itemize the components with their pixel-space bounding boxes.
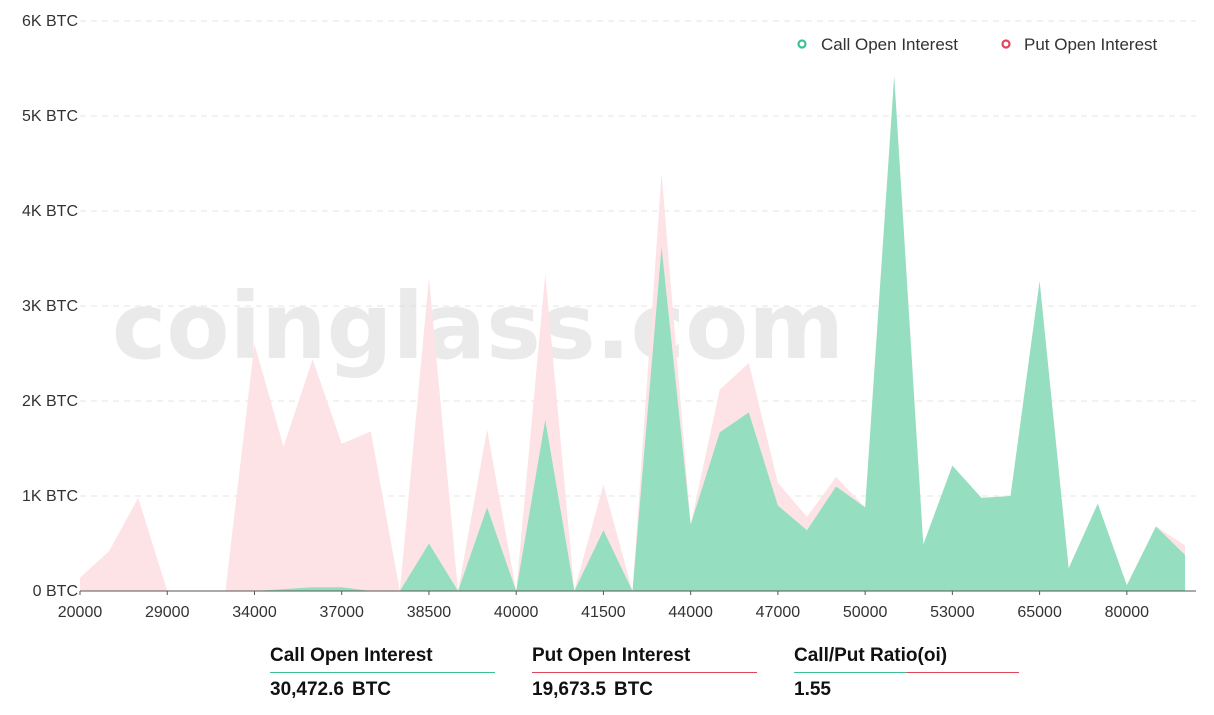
x-tick-label: 53000	[930, 604, 975, 621]
legend-item-call[interactable]: Call Open Interest	[797, 35, 959, 54]
y-tick-label: 6K BTC	[22, 13, 78, 30]
stat-put-open-interest: Put Open Interest 19,673.5 BTC	[532, 645, 794, 701]
x-axis-ticks: 20000 29000 34000 37000 38500 40000 41500 44000…	[58, 591, 1149, 621]
stat-ratio-label: Call/Put Ratio(oi)	[794, 645, 1019, 673]
stat-call-put-ratio: Call/Put Ratio(oi) 1.55	[794, 645, 1056, 701]
x-tick-label: 44000	[668, 604, 713, 621]
y-tick-label: 3K BTC	[22, 298, 78, 315]
legend-put-label: Put Open Interest	[1024, 35, 1158, 54]
x-tick-label: 29000	[145, 604, 190, 621]
x-tick-label: 38500	[407, 604, 452, 621]
stat-put-value: 19,673.5	[532, 679, 606, 700]
legend-put-marker-icon	[1001, 39, 1011, 49]
x-tick-label: 20000	[58, 604, 103, 621]
stat-ratio-value-row: 1.55	[794, 679, 1056, 701]
call-open-interest-area	[80, 76, 1185, 592]
legend-call-marker-icon	[797, 39, 807, 49]
watermark: coinglass.com	[112, 273, 844, 380]
y-tick-label: 5K BTC	[22, 108, 78, 125]
open-interest-chart: coinglass.com 0 BTC 1K BTC 2K BTC 3K BTC 4K …	[22, 13, 1196, 621]
stat-call-unit: BTC	[351, 679, 392, 700]
stat-put-unit: BTC	[613, 679, 654, 700]
legend-call-label: Call Open Interest	[821, 35, 958, 54]
series-areas	[80, 76, 1185, 592]
summary-stats: Call Open Interest 30,472.6 BTC Put Open …	[270, 645, 1056, 701]
x-tick-label: 41500	[581, 604, 626, 621]
grid-lines	[80, 20, 1196, 497]
x-tick-label: 34000	[232, 604, 277, 621]
stat-put-value-row: 19,673.5 BTC	[532, 679, 794, 701]
x-tick-label: 37000	[319, 604, 364, 621]
stat-call-value-row: 30,472.6 BTC	[270, 679, 532, 701]
stat-call-open-interest: Call Open Interest 30,472.6 BTC	[270, 645, 532, 701]
y-axis-ticks: 0 BTC 1K BTC 2K BTC 3K BTC 4K BTC 5K BTC 6K BT…	[22, 13, 78, 600]
legend: Call Open Interest Put Open Interest	[797, 35, 1158, 54]
x-tick-label: 80000	[1105, 604, 1150, 621]
stat-put-label: Put Open Interest	[532, 645, 757, 673]
stat-ratio-value: 1.55	[794, 679, 831, 700]
x-tick-label: 40000	[494, 604, 539, 621]
y-tick-label: 1K BTC	[22, 488, 78, 505]
legend-item-put[interactable]: Put Open Interest	[1001, 35, 1158, 54]
y-tick-label: 2K BTC	[22, 393, 78, 410]
x-tick-label: 47000	[756, 604, 801, 621]
y-tick-label: 0 BTC	[33, 583, 78, 600]
x-tick-label: 50000	[843, 604, 888, 621]
stat-call-label: Call Open Interest	[270, 645, 495, 673]
stat-call-value: 30,472.6	[270, 679, 344, 700]
x-tick-label: 65000	[1017, 604, 1062, 621]
y-tick-label: 4K BTC	[22, 203, 78, 220]
